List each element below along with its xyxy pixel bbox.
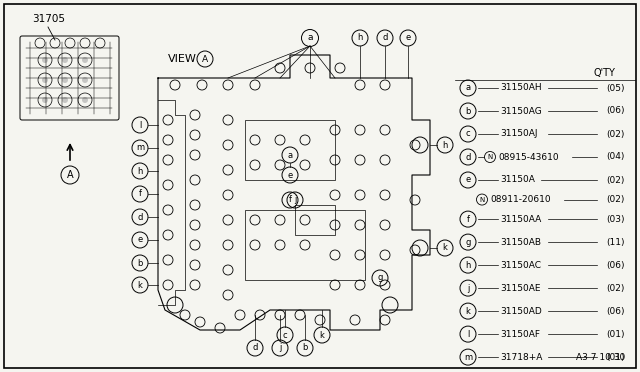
Text: N: N bbox=[479, 196, 484, 202]
Circle shape bbox=[42, 77, 48, 83]
Text: (01): (01) bbox=[607, 330, 625, 339]
Text: k: k bbox=[138, 280, 143, 289]
Text: e: e bbox=[287, 170, 292, 180]
Text: VIEW: VIEW bbox=[168, 54, 197, 64]
Text: k: k bbox=[465, 307, 470, 315]
Text: h: h bbox=[138, 167, 143, 176]
Text: l: l bbox=[139, 121, 141, 129]
Text: A: A bbox=[67, 170, 74, 180]
Text: 31150AF: 31150AF bbox=[500, 330, 540, 339]
Bar bbox=[245, 120, 335, 180]
Text: (11): (11) bbox=[607, 238, 625, 247]
Text: e: e bbox=[405, 33, 411, 42]
Text: h: h bbox=[357, 33, 363, 42]
Text: f: f bbox=[289, 196, 291, 205]
Circle shape bbox=[42, 97, 48, 103]
Text: 31150AE: 31150AE bbox=[500, 283, 541, 293]
Text: m: m bbox=[464, 353, 472, 362]
Text: a: a bbox=[465, 83, 470, 93]
Text: 08915-43610: 08915-43610 bbox=[498, 153, 559, 161]
Text: (01): (01) bbox=[607, 353, 625, 362]
Text: Q'TY: Q'TY bbox=[593, 68, 615, 78]
Text: g: g bbox=[378, 273, 383, 282]
Text: g: g bbox=[465, 238, 470, 247]
Text: (02): (02) bbox=[607, 176, 625, 185]
Text: (02): (02) bbox=[607, 195, 625, 204]
Text: 31150AA: 31150AA bbox=[500, 215, 541, 224]
Text: N: N bbox=[488, 154, 493, 160]
Text: b: b bbox=[465, 106, 470, 115]
Text: 31150AC: 31150AC bbox=[500, 261, 541, 270]
Text: f: f bbox=[467, 215, 470, 224]
Circle shape bbox=[62, 57, 68, 63]
Text: f: f bbox=[138, 189, 141, 199]
Text: k: k bbox=[443, 244, 447, 253]
Text: c: c bbox=[466, 129, 470, 138]
Circle shape bbox=[82, 57, 88, 63]
Text: (02): (02) bbox=[607, 283, 625, 293]
Text: e: e bbox=[138, 235, 143, 244]
Text: a: a bbox=[307, 33, 313, 42]
Text: 31150A: 31150A bbox=[500, 176, 535, 185]
Text: 31150AB: 31150AB bbox=[500, 238, 541, 247]
Text: (06): (06) bbox=[607, 261, 625, 270]
Text: 31150AJ: 31150AJ bbox=[500, 129, 538, 138]
Text: c: c bbox=[283, 330, 287, 340]
Text: j: j bbox=[279, 343, 281, 353]
Text: b: b bbox=[138, 259, 143, 267]
Text: h: h bbox=[465, 261, 470, 270]
Text: b: b bbox=[302, 343, 308, 353]
Text: A: A bbox=[202, 55, 208, 64]
Text: (03): (03) bbox=[607, 215, 625, 224]
Bar bbox=[245, 210, 365, 280]
Text: k: k bbox=[319, 330, 324, 340]
Text: m: m bbox=[136, 144, 144, 153]
Circle shape bbox=[42, 57, 48, 63]
Circle shape bbox=[62, 77, 68, 83]
Text: 31718+A: 31718+A bbox=[500, 353, 542, 362]
Text: j: j bbox=[467, 283, 469, 293]
Text: d: d bbox=[252, 343, 258, 353]
Text: (06): (06) bbox=[607, 307, 625, 315]
Text: (05): (05) bbox=[607, 83, 625, 93]
Text: 31150AH: 31150AH bbox=[500, 83, 541, 93]
Text: 31150AD: 31150AD bbox=[500, 307, 541, 315]
Text: d: d bbox=[382, 33, 388, 42]
Text: 31150AG: 31150AG bbox=[500, 106, 541, 115]
Bar bbox=[295, 205, 335, 235]
Text: 31705: 31705 bbox=[32, 14, 65, 24]
Text: A3 7 10 30: A3 7 10 30 bbox=[576, 353, 625, 362]
Circle shape bbox=[82, 97, 88, 103]
Text: j: j bbox=[294, 196, 296, 205]
Text: e: e bbox=[465, 176, 470, 185]
Circle shape bbox=[62, 97, 68, 103]
Text: a: a bbox=[287, 151, 292, 160]
Text: (04): (04) bbox=[607, 153, 625, 161]
Text: d: d bbox=[465, 153, 470, 161]
Text: h: h bbox=[442, 141, 448, 150]
Text: 08911-20610: 08911-20610 bbox=[490, 195, 550, 204]
Text: d: d bbox=[138, 212, 143, 221]
Text: (06): (06) bbox=[607, 106, 625, 115]
Text: l: l bbox=[467, 330, 469, 339]
Text: (02): (02) bbox=[607, 129, 625, 138]
Circle shape bbox=[82, 77, 88, 83]
